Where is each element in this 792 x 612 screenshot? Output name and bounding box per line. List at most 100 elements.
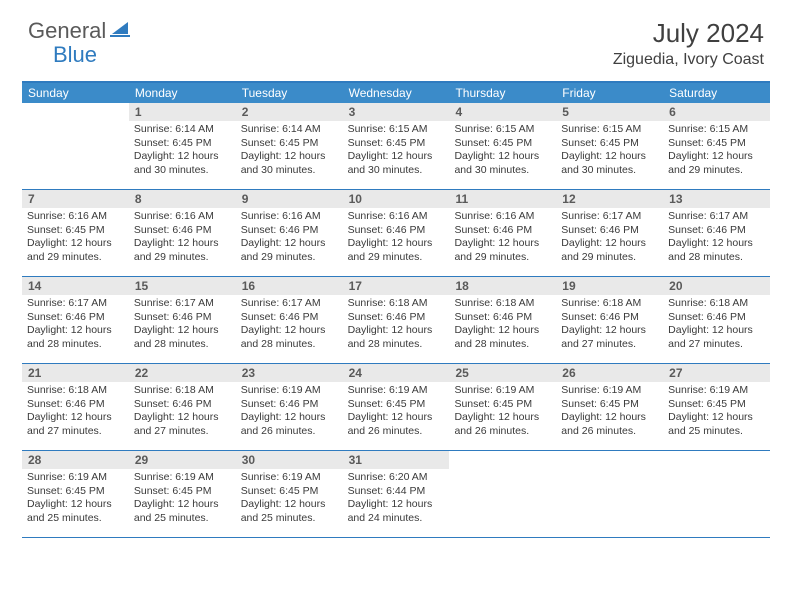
day-cell: 23Sunrise: 6:19 AMSunset: 6:46 PMDayligh… <box>236 364 343 450</box>
daylight-text-2: and 29 minutes. <box>668 164 765 178</box>
daylight-text-1: Daylight: 12 hours <box>27 411 124 425</box>
day-body: Sunrise: 6:19 AMSunset: 6:45 PMDaylight:… <box>556 382 663 443</box>
daylight-text-2: and 25 minutes. <box>27 512 124 526</box>
daylight-text-1: Daylight: 12 hours <box>241 498 338 512</box>
day-cell: 30Sunrise: 6:19 AMSunset: 6:45 PMDayligh… <box>236 451 343 537</box>
sunset-text: Sunset: 6:46 PM <box>27 398 124 412</box>
day-number: 27 <box>663 364 770 382</box>
day-number: 20 <box>663 277 770 295</box>
day-cell: 5Sunrise: 6:15 AMSunset: 6:45 PMDaylight… <box>556 103 663 189</box>
week-row: 28Sunrise: 6:19 AMSunset: 6:45 PMDayligh… <box>22 451 770 538</box>
day-body: Sunrise: 6:19 AMSunset: 6:45 PMDaylight:… <box>22 469 129 530</box>
sunset-text: Sunset: 6:46 PM <box>668 311 765 325</box>
daylight-text-1: Daylight: 12 hours <box>348 411 445 425</box>
day-body: Sunrise: 6:18 AMSunset: 6:46 PMDaylight:… <box>129 382 236 443</box>
sunrise-text: Sunrise: 6:19 AM <box>134 471 231 485</box>
week-row: 21Sunrise: 6:18 AMSunset: 6:46 PMDayligh… <box>22 364 770 451</box>
sunrise-text: Sunrise: 6:18 AM <box>668 297 765 311</box>
day-body: Sunrise: 6:15 AMSunset: 6:45 PMDaylight:… <box>449 121 556 182</box>
day-number: 31 <box>343 451 450 469</box>
day-cell: 4Sunrise: 6:15 AMSunset: 6:45 PMDaylight… <box>449 103 556 189</box>
sunset-text: Sunset: 6:46 PM <box>561 224 658 238</box>
day-cell <box>449 451 556 537</box>
sunset-text: Sunset: 6:44 PM <box>348 485 445 499</box>
sunrise-text: Sunrise: 6:19 AM <box>241 471 338 485</box>
daylight-text-2: and 30 minutes. <box>561 164 658 178</box>
logo: General Blue <box>28 18 130 44</box>
daylight-text-2: and 26 minutes. <box>454 425 551 439</box>
sunrise-text: Sunrise: 6:16 AM <box>348 210 445 224</box>
day-header-row: SundayMondayTuesdayWednesdayThursdayFrid… <box>22 83 770 103</box>
sunrise-text: Sunrise: 6:14 AM <box>241 123 338 137</box>
daylight-text-2: and 28 minutes. <box>27 338 124 352</box>
day-number: 14 <box>22 277 129 295</box>
day-number: 11 <box>449 190 556 208</box>
daylight-text-1: Daylight: 12 hours <box>241 150 338 164</box>
day-body: Sunrise: 6:19 AMSunset: 6:45 PMDaylight:… <box>663 382 770 443</box>
day-cell: 7Sunrise: 6:16 AMSunset: 6:45 PMDaylight… <box>22 190 129 276</box>
day-body: Sunrise: 6:16 AMSunset: 6:46 PMDaylight:… <box>236 208 343 269</box>
sunset-text: Sunset: 6:45 PM <box>561 398 658 412</box>
day-cell: 25 Sunrise: 6:19 AMSunset: 6:45 PMDayligh… <box>449 364 556 450</box>
day-body: Sunrise: 6:14 AMSunset: 6:45 PMDaylight:… <box>129 121 236 182</box>
day-body: Sunrise: 6:19 AMSunset: 6:45 PMDaylight:… <box>343 382 450 443</box>
daylight-text-1: Daylight: 12 hours <box>27 324 124 338</box>
day-header-cell: Tuesday <box>236 83 343 103</box>
day-body: Sunrise: 6:18 AMSunset: 6:46 PMDaylight:… <box>449 295 556 356</box>
day-cell: 24Sunrise: 6:19 AMSunset: 6:45 PMDayligh… <box>343 364 450 450</box>
day-header-cell: Sunday <box>22 83 129 103</box>
daylight-text-2: and 28 minutes. <box>668 251 765 265</box>
sunset-text: Sunset: 6:45 PM <box>27 224 124 238</box>
day-body: Sunrise: 6:18 AMSunset: 6:46 PMDaylight:… <box>22 382 129 443</box>
day-body: Sunrise: 6:16 AMSunset: 6:46 PMDaylight:… <box>343 208 450 269</box>
daylight-text-1: Daylight: 12 hours <box>348 150 445 164</box>
day-cell: 10Sunrise: 6:16 AMSunset: 6:46 PMDayligh… <box>343 190 450 276</box>
sunset-text: Sunset: 6:46 PM <box>241 311 338 325</box>
day-cell: 27Sunrise: 6:19 AMSunset: 6:45 PMDayligh… <box>663 364 770 450</box>
sunrise-text: Sunrise: 6:20 AM <box>348 471 445 485</box>
day-header-cell: Wednesday <box>343 83 450 103</box>
sunrise-text: Sunrise: 6:18 AM <box>561 297 658 311</box>
sunset-text: Sunset: 6:46 PM <box>561 311 658 325</box>
title-block: July 2024 Ziguedia, Ivory Coast <box>613 18 764 69</box>
daylight-text-2: and 30 minutes. <box>134 164 231 178</box>
daylight-text-2: and 25 minutes. <box>241 512 338 526</box>
daylight-text-1: Daylight: 12 hours <box>454 411 551 425</box>
daylight-text-2: and 25 minutes. <box>668 425 765 439</box>
daylight-text-2: and 30 minutes. <box>348 164 445 178</box>
daylight-text-1: Daylight: 12 hours <box>454 150 551 164</box>
daylight-text-1: Daylight: 12 hours <box>668 411 765 425</box>
daylight-text-2: and 26 minutes. <box>241 425 338 439</box>
sunset-text: Sunset: 6:45 PM <box>241 137 338 151</box>
sunset-text: Sunset: 6:46 PM <box>27 311 124 325</box>
day-cell: 2Sunrise: 6:14 AMSunset: 6:45 PMDaylight… <box>236 103 343 189</box>
day-number: 24 <box>343 364 450 382</box>
sunrise-text: Sunrise: 6:19 AM <box>454 384 551 398</box>
sunrise-text: Sunrise: 6:17 AM <box>561 210 658 224</box>
sunset-text: Sunset: 6:45 PM <box>454 398 551 412</box>
sunrise-text: Sunrise: 6:15 AM <box>348 123 445 137</box>
sunset-text: Sunset: 6:45 PM <box>668 137 765 151</box>
day-body: Sunrise: 6:14 AMSunset: 6:45 PMDaylight:… <box>236 121 343 182</box>
daylight-text-2: and 26 minutes. <box>561 425 658 439</box>
day-cell: 13Sunrise: 6:17 AMSunset: 6:46 PMDayligh… <box>663 190 770 276</box>
daylight-text-2: and 27 minutes. <box>668 338 765 352</box>
daylight-text-2: and 24 minutes. <box>348 512 445 526</box>
daylight-text-1: Daylight: 12 hours <box>348 498 445 512</box>
daylight-text-2: and 29 minutes. <box>27 251 124 265</box>
day-header-cell: Saturday <box>663 83 770 103</box>
day-number: 19 <box>556 277 663 295</box>
daylight-text-1: Daylight: 12 hours <box>27 237 124 251</box>
daylight-text-1: Daylight: 12 hours <box>561 150 658 164</box>
week-row: 1Sunrise: 6:14 AMSunset: 6:45 PMDaylight… <box>22 103 770 190</box>
logo-text-blue: Blue <box>53 42 97 68</box>
sunset-text: Sunset: 6:46 PM <box>241 398 338 412</box>
daylight-text-2: and 30 minutes. <box>454 164 551 178</box>
day-number: 15 <box>129 277 236 295</box>
day-number: 28 <box>22 451 129 469</box>
day-number: 7 <box>22 190 129 208</box>
day-cell: 1Sunrise: 6:14 AMSunset: 6:45 PMDaylight… <box>129 103 236 189</box>
day-cell: 16Sunrise: 6:17 AMSunset: 6:46 PMDayligh… <box>236 277 343 363</box>
daylight-text-1: Daylight: 12 hours <box>241 324 338 338</box>
day-number: 25 <box>449 364 556 382</box>
